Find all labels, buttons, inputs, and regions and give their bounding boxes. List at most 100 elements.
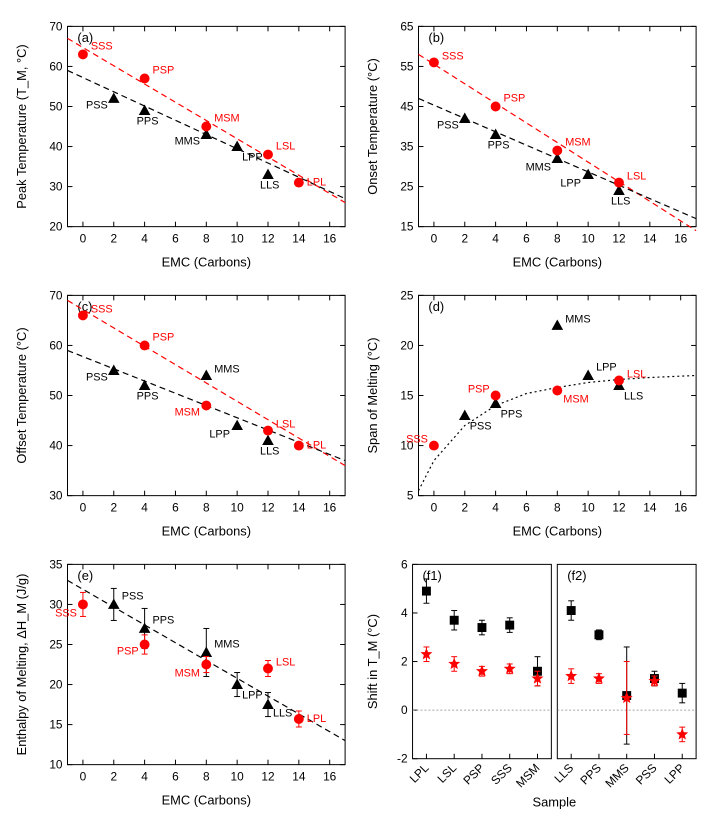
svg-text:PSS: PSS (470, 420, 492, 432)
svg-text:PPS: PPS (137, 390, 159, 402)
svg-text:14: 14 (292, 232, 306, 246)
svg-text:2: 2 (110, 232, 117, 246)
svg-text:6: 6 (172, 500, 179, 514)
svg-text:8: 8 (203, 500, 210, 514)
svg-text:14: 14 (643, 232, 657, 246)
svg-text:50: 50 (49, 388, 63, 402)
svg-text:PPS: PPS (153, 614, 175, 626)
svg-text:4: 4 (141, 769, 148, 783)
svg-text:5: 5 (407, 488, 414, 502)
svg-text:4: 4 (401, 605, 408, 619)
svg-text:8: 8 (554, 500, 561, 514)
svg-text:PSS: PSS (122, 590, 144, 602)
svg-text:LLS: LLS (273, 707, 292, 719)
svg-text:SSS: SSS (91, 303, 113, 315)
svg-text:PSS: PSS (437, 119, 459, 131)
svg-text:0: 0 (431, 500, 438, 514)
svg-text:4: 4 (141, 232, 148, 246)
svg-text:60: 60 (49, 338, 63, 352)
svg-text:0: 0 (80, 500, 87, 514)
svg-text:MMS: MMS (526, 161, 551, 173)
svg-text:4: 4 (141, 500, 148, 514)
svg-text:50: 50 (49, 99, 63, 113)
svg-text:20: 20 (49, 220, 63, 234)
svg-text:0: 0 (431, 232, 438, 246)
svg-text:MSM: MSM (563, 393, 588, 405)
svg-text:12: 12 (612, 232, 625, 246)
svg-text:LLS: LLS (624, 390, 643, 402)
figure-grid: 2030405060700246810121416EMC (Carbons)Pe… (10, 10, 708, 804)
svg-text:EMC (Carbons): EMC (Carbons) (513, 523, 602, 538)
svg-text:-2: -2 (397, 751, 408, 765)
svg-text:12: 12 (261, 232, 274, 246)
panel-c: 30405060700246810121416EMC (Carbons)Offs… (10, 279, 357, 544)
svg-text:15: 15 (49, 717, 63, 731)
svg-text:EMC (Carbons): EMC (Carbons) (162, 523, 251, 538)
svg-text:(e): (e) (77, 568, 93, 583)
svg-text:35: 35 (400, 140, 414, 154)
panel-b: 1525354555650246810121416EMC (Carbons)On… (361, 10, 708, 275)
svg-text:30: 30 (49, 180, 63, 194)
svg-text:6: 6 (401, 557, 408, 571)
svg-text:SSS: SSS (406, 433, 428, 445)
svg-text:2: 2 (110, 769, 117, 783)
svg-text:Shift in T_M (°C): Shift in T_M (°C) (365, 614, 380, 709)
svg-text:LLS: LLS (611, 195, 630, 207)
svg-text:10: 10 (49, 757, 63, 771)
svg-text:LSL: LSL (627, 368, 646, 380)
svg-text:MMS: MMS (565, 313, 590, 325)
svg-text:70: 70 (49, 19, 63, 33)
svg-text:MMS: MMS (602, 760, 632, 790)
svg-text:LLS: LLS (260, 179, 279, 191)
svg-text:PPS: PPS (488, 139, 510, 151)
svg-text:35: 35 (49, 557, 63, 571)
svg-text:LPP: LPP (560, 177, 581, 189)
svg-text:6: 6 (523, 232, 530, 246)
svg-text:0: 0 (401, 703, 408, 717)
svg-text:MSM: MSM (565, 137, 590, 149)
svg-text:LSL: LSL (276, 418, 295, 430)
panel-a: 2030405060700246810121416EMC (Carbons)Pe… (10, 10, 357, 275)
panel-f: -20246LPLLSLPSPSSSMSMLLSPPSMMSPSSLPPSamp… (361, 548, 708, 813)
svg-text:PSS: PSS (633, 760, 660, 787)
svg-text:LSL: LSL (276, 141, 295, 153)
svg-text:(d): (d) (428, 299, 444, 314)
svg-text:EMC (Carbons): EMC (Carbons) (162, 254, 251, 269)
svg-text:SSS: SSS (442, 50, 464, 62)
svg-text:14: 14 (643, 500, 657, 514)
svg-text:LLS: LLS (260, 445, 279, 457)
svg-text:12: 12 (612, 500, 625, 514)
svg-text:MSM: MSM (175, 667, 200, 679)
svg-text:LPL: LPL (307, 177, 326, 189)
svg-text:MSM: MSM (513, 760, 542, 789)
svg-text:Span of Melting (°C): Span of Melting (°C) (365, 337, 380, 453)
svg-text:8: 8 (203, 769, 210, 783)
svg-text:20: 20 (49, 677, 63, 691)
svg-text:16: 16 (323, 500, 337, 514)
svg-text:14: 14 (292, 500, 306, 514)
svg-text:PPS: PPS (577, 760, 604, 787)
svg-text:LSL: LSL (276, 656, 295, 668)
svg-text:25: 25 (400, 288, 414, 302)
svg-text:MMS: MMS (214, 638, 239, 650)
svg-text:PPS: PPS (501, 408, 523, 420)
svg-text:4: 4 (492, 500, 499, 514)
svg-text:MSM: MSM (214, 113, 239, 125)
svg-text:60: 60 (49, 59, 63, 73)
svg-text:Onset Temperature (°C): Onset Temperature (°C) (365, 58, 380, 195)
svg-text:2: 2 (461, 232, 468, 246)
svg-text:12: 12 (261, 500, 274, 514)
svg-text:12: 12 (261, 769, 274, 783)
svg-text:SSS: SSS (55, 607, 77, 619)
svg-text:Enthalpy of Melting, ΔH_M (J/g: Enthalpy of Melting, ΔH_M (J/g) (14, 573, 29, 755)
svg-text:10: 10 (231, 232, 245, 246)
svg-text:PSP: PSP (468, 383, 490, 395)
svg-text:14: 14 (292, 769, 306, 783)
svg-text:20: 20 (400, 338, 414, 352)
panel-d: 5101520250246810121416EMC (Carbons)Span … (361, 279, 708, 544)
svg-text:LPP: LPP (662, 760, 688, 786)
svg-text:MMS: MMS (175, 135, 200, 147)
svg-text:PSS: PSS (86, 99, 108, 111)
svg-text:(f2): (f2) (567, 568, 586, 583)
svg-text:PSP: PSP (460, 760, 487, 787)
